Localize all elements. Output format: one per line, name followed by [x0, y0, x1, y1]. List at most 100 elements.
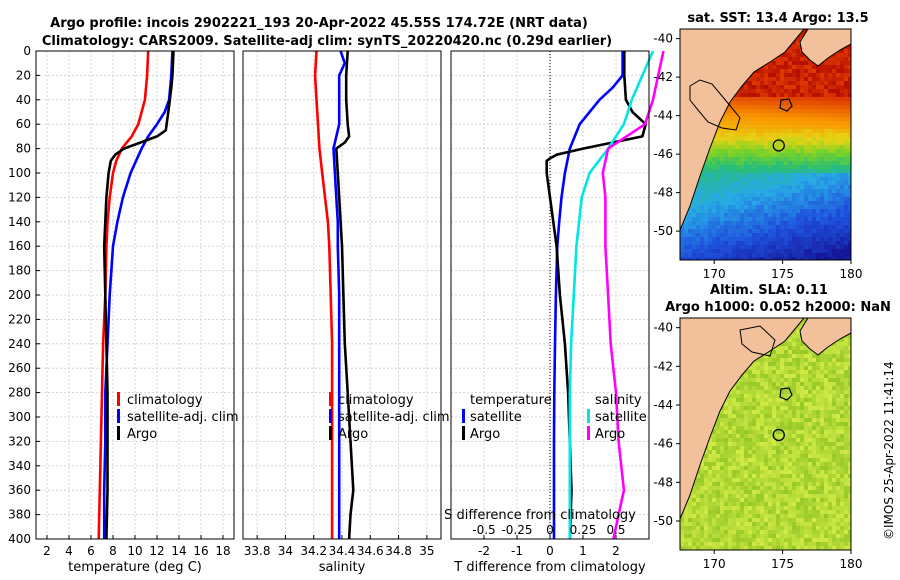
heatmap-cell: [740, 117, 745, 122]
heatmap-cell: [728, 402, 733, 407]
land-south-island: [680, 29, 805, 231]
heatmap-cell: [708, 169, 713, 174]
heatmap-cell: [708, 217, 713, 222]
heatmap-cell: [824, 350, 829, 355]
heatmap-cell: [716, 157, 721, 162]
heatmap-cell: [832, 350, 837, 355]
heatmap-cell: [812, 233, 817, 238]
heatmap-cell: [788, 165, 793, 170]
heatmap-cell: [792, 213, 797, 218]
heatmap-cell: [812, 201, 817, 206]
heatmap-cell: [776, 478, 781, 483]
heatmap-cell: [748, 386, 753, 391]
heatmap-cell: [700, 462, 705, 467]
heatmap-cell: [724, 233, 729, 238]
heatmap-cell: [780, 77, 785, 82]
heatmap-cell: [780, 446, 785, 451]
heatmap-cell: [744, 422, 749, 427]
heatmap-cell: [744, 474, 749, 479]
heatmap-cell: [804, 169, 809, 174]
heatmap-cell: [776, 165, 781, 170]
heatmap-cell: [732, 181, 737, 186]
heatmap-cell: [736, 133, 741, 138]
heatmap-cell: [724, 221, 729, 226]
heatmap-cell: [832, 237, 837, 242]
heatmap-cell: [716, 526, 721, 531]
heatmap-cell: [820, 237, 825, 242]
heatmap-cell: [740, 390, 745, 395]
heatmap-cell: [748, 414, 753, 419]
heatmap-cell: [744, 458, 749, 463]
heatmap-cell: [688, 225, 693, 230]
heatmap-cell: [824, 221, 829, 226]
heatmap-cell: [728, 149, 733, 154]
heatmap-cell: [808, 73, 813, 78]
heatmap-cell: [840, 241, 845, 246]
heatmap-cell: [780, 342, 785, 347]
heatmap-cell: [848, 133, 851, 138]
heatmap-cell: [764, 402, 769, 407]
heatmap-cell: [824, 93, 829, 98]
heatmap-cell: [684, 257, 689, 260]
heatmap-cell: [772, 522, 777, 527]
heatmap-cell: [780, 185, 785, 190]
heatmap-cell: [832, 370, 837, 375]
heatmap-cell: [748, 378, 753, 383]
heatmap-cell: [832, 466, 837, 471]
heatmap-cell: [832, 133, 837, 138]
heatmap-cell: [788, 89, 793, 94]
legend-label-argo: Argo: [338, 427, 368, 442]
heatmap-cell: [752, 442, 757, 447]
heatmap-cell: [772, 225, 777, 230]
heatmap-cell: [804, 410, 809, 415]
heatmap-cell: [808, 189, 813, 194]
heatmap-cell: [748, 109, 753, 114]
heatmap-cell: [696, 217, 701, 222]
heatmap-cell: [696, 237, 701, 242]
heatmap-cell: [836, 398, 841, 403]
heatmap-cell: [724, 137, 729, 142]
heatmap-cell: [832, 386, 837, 391]
heatmap-cell: [752, 89, 757, 94]
heatmap-cell: [688, 205, 693, 210]
temperature-xlabel: temperature (deg C): [68, 560, 202, 575]
heatmap-cell: [804, 205, 809, 210]
heatmap-cell: [820, 438, 825, 443]
heatmap-cell: [796, 137, 801, 142]
heatmap-cell: [820, 205, 825, 210]
heatmap-cell: [828, 249, 833, 254]
heatmap-cell: [748, 141, 753, 146]
heatmap-cell: [788, 338, 793, 343]
x-tick-label: 34.4: [329, 544, 356, 558]
heatmap-cell: [832, 450, 837, 455]
heatmap-cell: [780, 93, 785, 98]
heatmap-cell: [776, 109, 781, 114]
heatmap-cell: [828, 129, 833, 134]
heatmap-cell: [756, 225, 761, 230]
heatmap-cell: [680, 526, 685, 531]
heatmap-cell: [768, 358, 773, 363]
heatmap-cell: [704, 193, 709, 198]
heatmap-cell: [736, 165, 741, 170]
heatmap-cell: [748, 450, 753, 455]
heatmap-cell: [824, 153, 829, 158]
heatmap-cell: [760, 161, 765, 166]
heatmap-cell: [824, 145, 829, 150]
heatmap-cell: [784, 350, 789, 355]
heatmap-cell: [736, 502, 741, 507]
heatmap-cell: [848, 193, 851, 198]
heatmap-cell: [824, 125, 829, 130]
heatmap-cell: [796, 129, 801, 134]
heatmap-cell: [796, 145, 801, 150]
heatmap-cell: [744, 137, 749, 142]
heatmap-cell: [744, 386, 749, 391]
heatmap-cell: [764, 426, 769, 431]
heatmap-cell: [828, 466, 833, 471]
heatmap-cell: [760, 209, 765, 214]
heatmap-cell: [744, 374, 749, 379]
heatmap-cell: [772, 121, 777, 126]
heatmap-cell: [780, 121, 785, 126]
heatmap-cell: [716, 161, 721, 166]
heatmap-cell: [724, 474, 729, 479]
heatmap-cell: [816, 161, 821, 166]
